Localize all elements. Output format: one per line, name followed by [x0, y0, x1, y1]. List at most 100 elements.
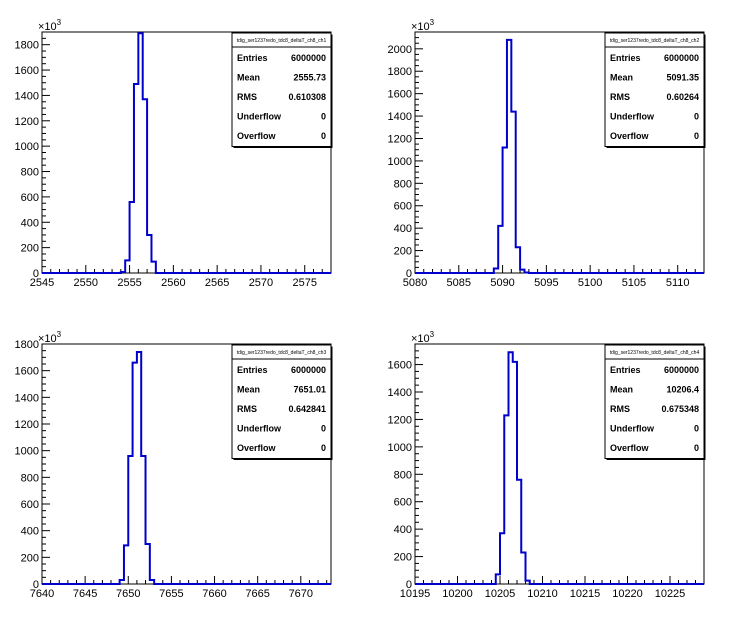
- y-tick-label: 1600: [388, 89, 412, 101]
- x-tick-label: 7650: [116, 588, 140, 600]
- stat-value: 0: [694, 112, 699, 122]
- stat-label: Overflow: [610, 443, 650, 453]
- y-tick-label: 1800: [388, 66, 412, 78]
- y-tick-label: 200: [21, 552, 39, 564]
- histogram-panel: 5080 5085 5090 5095 5100 5105 5110 0 200 400 600 80…: [388, 18, 706, 289]
- stat-label: Mean: [237, 73, 260, 83]
- stat-label: Overflow: [237, 131, 277, 141]
- stat-label: Mean: [237, 385, 260, 395]
- x-tick-label: 2545: [30, 277, 54, 289]
- x-tick-label: 10215: [570, 588, 601, 600]
- y-tick-label: 600: [394, 201, 412, 213]
- stat-label: RMS: [610, 92, 630, 102]
- x-tick-label: 10225: [655, 588, 686, 600]
- x-tick-label: 2570: [249, 277, 273, 289]
- y-tick-label: 1400: [388, 387, 412, 399]
- x-tick-label: 5110: [666, 277, 690, 289]
- x-tick-label: 2575: [292, 277, 316, 289]
- stat-value: 0: [694, 424, 699, 434]
- y-tick-label: 200: [394, 246, 412, 258]
- x-tick-label: 7670: [289, 588, 313, 600]
- stat-value: 6000000: [664, 53, 699, 63]
- y-tick-label: 1200: [15, 116, 39, 128]
- x-tick-label: 2565: [205, 277, 229, 289]
- stat-value: 2555.73: [293, 73, 326, 83]
- y-tick-label: 200: [394, 552, 412, 564]
- histogram-title: tdig_ser1237redo_tdc8_deltaT_ch8_ch4: [610, 350, 700, 356]
- stat-label: Underflow: [610, 112, 655, 122]
- y-tick-label: 1600: [15, 65, 39, 77]
- stat-label: Overflow: [610, 131, 650, 141]
- y-tick-label: 1000: [15, 446, 39, 458]
- x-tick-label: 10195: [400, 588, 431, 600]
- stat-value: 6000000: [664, 365, 699, 375]
- stat-value: 0.610308: [288, 92, 326, 102]
- y-tick-label: 0: [33, 268, 39, 280]
- y-tick-label: 1200: [15, 419, 39, 431]
- y-tick-label: 1200: [388, 414, 412, 426]
- x-tick-label: 7665: [245, 588, 269, 600]
- x-tick-label: 5080: [403, 277, 427, 289]
- y-multiplier-label: ×103: [411, 18, 435, 33]
- y-tick-label: 1400: [15, 90, 39, 102]
- y-tick-label: 1200: [388, 133, 412, 145]
- histogram-outline: [415, 38, 704, 274]
- stat-value: 0: [321, 131, 326, 141]
- x-tick-label: 7655: [159, 588, 183, 600]
- stat-value: 6000000: [291, 53, 326, 63]
- x-tick-label: 10205: [485, 588, 516, 600]
- histogram-outline: [415, 351, 704, 585]
- y-tick-label: 600: [394, 497, 412, 509]
- y-multiplier-label: ×103: [411, 330, 435, 345]
- y-tick-label: 1000: [388, 442, 412, 454]
- y-tick-label: 800: [21, 167, 39, 179]
- y-tick-label: 1000: [388, 156, 412, 168]
- x-tick-label: 7660: [202, 588, 226, 600]
- x-tick-label: 5105: [622, 277, 646, 289]
- histogram-title: tdig_ser1237redo_tdc8_deltaT_ch8_ch1: [237, 38, 327, 44]
- y-tick-label: 1000: [15, 141, 39, 153]
- x-tick-label: 7640: [30, 588, 54, 600]
- y-tick-label: 1600: [15, 366, 39, 378]
- stat-label: Underflow: [237, 424, 282, 434]
- stat-label: RMS: [610, 404, 630, 414]
- y-tick-label: 1800: [15, 339, 39, 351]
- x-tick-label: 5095: [534, 277, 558, 289]
- x-tick-label: 7645: [73, 588, 97, 600]
- histogram-panel: 2545 2550 2555 2560 2565 2570 2575 0 200 400 600 80…: [15, 18, 333, 289]
- stat-value: 0: [321, 443, 326, 453]
- stat-label: RMS: [237, 92, 257, 102]
- y-tick-label: 0: [406, 268, 412, 280]
- y-tick-label: 800: [394, 178, 412, 190]
- y-tick-label: 0: [406, 579, 412, 591]
- y-tick-label: 0: [33, 579, 39, 591]
- y-tick-label: 400: [394, 223, 412, 235]
- histogram-panel: 10195 10200 10205 10210 10215 10220 10225 0 200 4…: [388, 330, 706, 600]
- y-tick-label: 400: [21, 217, 39, 229]
- stat-label: Mean: [610, 73, 633, 83]
- stat-label: Entries: [237, 365, 268, 375]
- stats-box: [604, 344, 705, 459]
- stat-label: Mean: [610, 385, 633, 395]
- stat-value: 0: [321, 424, 326, 434]
- y-tick-label: 600: [21, 192, 39, 204]
- stat-value: 7651.01: [293, 385, 326, 395]
- y-tick-label: 200: [21, 243, 39, 255]
- histogram-panel: 7640 7645 7650 7655 7660 7665 7670 0 200 400 600 80…: [15, 330, 333, 600]
- stat-value: 0: [694, 443, 699, 453]
- y-tick-label: 400: [394, 524, 412, 536]
- stat-value: 0.642841: [288, 404, 326, 414]
- y-tick-label: 2000: [388, 44, 412, 56]
- stat-value: 10206.4: [666, 385, 699, 395]
- histogram-outline: [42, 32, 331, 274]
- stat-label: Entries: [610, 365, 641, 375]
- y-tick-label: 400: [21, 526, 39, 538]
- x-tick-label: 2560: [161, 277, 185, 289]
- histogram-title: tdig_ser1237redo_tdc8_deltaT_ch8_ch3: [237, 350, 327, 356]
- y-tick-label: 800: [394, 469, 412, 481]
- x-tick-label: 10220: [612, 588, 643, 600]
- stat-value: 0: [321, 112, 326, 122]
- y-tick-label: 1400: [15, 392, 39, 404]
- x-tick-label: 5085: [447, 277, 471, 289]
- stats-box: [231, 32, 332, 147]
